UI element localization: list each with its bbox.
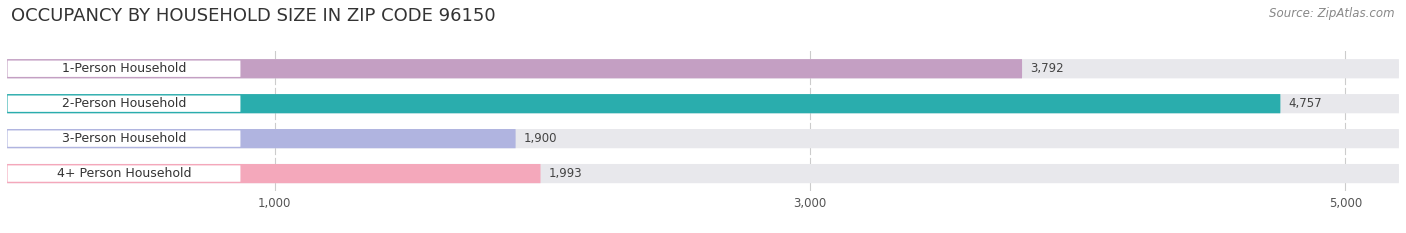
Text: 1,900: 1,900 bbox=[523, 132, 557, 145]
Text: 3-Person Household: 3-Person Household bbox=[62, 132, 186, 145]
Text: OCCUPANCY BY HOUSEHOLD SIZE IN ZIP CODE 96150: OCCUPANCY BY HOUSEHOLD SIZE IN ZIP CODE … bbox=[11, 7, 496, 25]
FancyBboxPatch shape bbox=[7, 129, 1399, 148]
FancyBboxPatch shape bbox=[7, 130, 240, 147]
FancyBboxPatch shape bbox=[7, 96, 240, 112]
FancyBboxPatch shape bbox=[7, 94, 1281, 113]
Text: 4+ Person Household: 4+ Person Household bbox=[56, 167, 191, 180]
FancyBboxPatch shape bbox=[7, 165, 240, 182]
FancyBboxPatch shape bbox=[7, 61, 240, 77]
FancyBboxPatch shape bbox=[7, 94, 1399, 113]
FancyBboxPatch shape bbox=[7, 59, 1399, 78]
Text: 2-Person Household: 2-Person Household bbox=[62, 97, 186, 110]
Text: Source: ZipAtlas.com: Source: ZipAtlas.com bbox=[1270, 7, 1395, 20]
Text: 3,792: 3,792 bbox=[1031, 62, 1064, 75]
Text: 1,993: 1,993 bbox=[548, 167, 582, 180]
FancyBboxPatch shape bbox=[7, 59, 1022, 78]
Text: 1-Person Household: 1-Person Household bbox=[62, 62, 186, 75]
Text: 4,757: 4,757 bbox=[1288, 97, 1322, 110]
FancyBboxPatch shape bbox=[7, 164, 540, 183]
FancyBboxPatch shape bbox=[7, 129, 516, 148]
FancyBboxPatch shape bbox=[7, 164, 1399, 183]
